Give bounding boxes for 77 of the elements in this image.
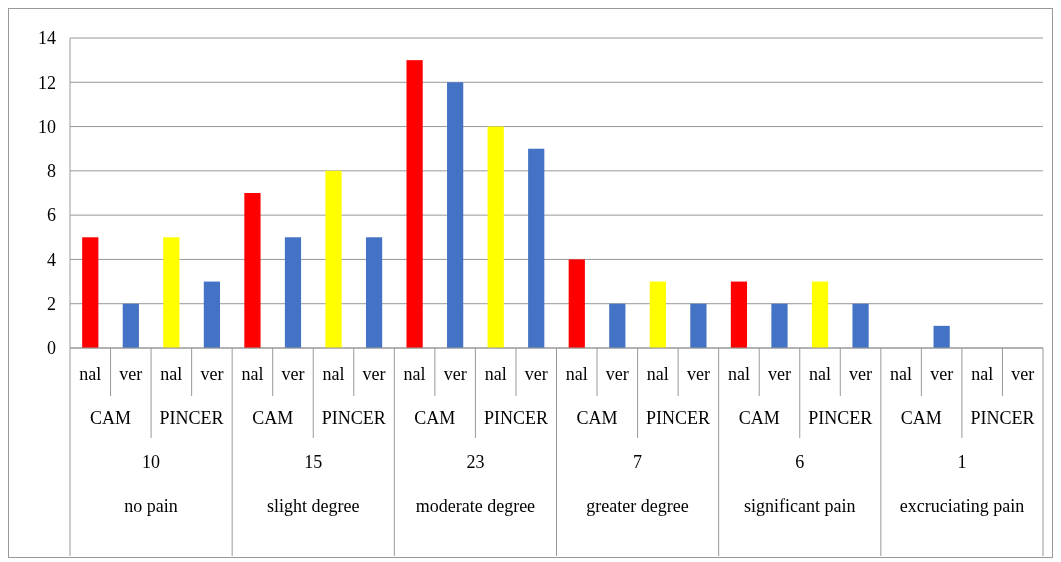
x-tick-label: nal <box>160 364 183 384</box>
text: CAM <box>900 408 942 428</box>
x-tick-label: ver <box>200 364 224 384</box>
text: excruciating pain <box>899 496 1025 516</box>
bar <box>811 281 829 348</box>
text: CAM <box>576 408 618 428</box>
bar <box>325 170 342 348</box>
y-tick-label: 4 <box>47 249 56 270</box>
x-tick-label: ver <box>605 364 629 384</box>
y-tick-label: 8 <box>47 161 56 182</box>
text: CAM <box>90 408 132 428</box>
text: moderate degree <box>415 496 536 516</box>
bar <box>447 82 464 348</box>
y-tick-label: 6 <box>47 205 56 226</box>
y-tick-label: 10 <box>38 116 56 137</box>
text: PINCER <box>321 408 386 428</box>
text: 7 <box>633 452 643 472</box>
text: PINCER <box>159 408 224 428</box>
x-tick-label: ver <box>1011 364 1035 384</box>
x-tick-label: ver <box>362 364 386 384</box>
text: PINCER <box>970 408 1035 428</box>
y-tick-label: 0 <box>47 338 56 359</box>
text: 15 <box>304 452 323 472</box>
text: no pain <box>124 496 178 516</box>
bar <box>690 303 707 348</box>
text: PINCER <box>646 408 711 428</box>
bar <box>406 60 423 348</box>
x-tick-label: ver <box>767 364 791 384</box>
x-tick-label: nal <box>809 364 832 384</box>
x-tick-label: ver <box>119 364 143 384</box>
text: greater degree <box>586 496 689 516</box>
x-tick-label: nal <box>646 364 669 384</box>
x-tick-label: nal <box>971 364 994 384</box>
text: CAM <box>414 408 456 428</box>
x-tick-label: nal <box>403 364 426 384</box>
text: significant pain <box>744 496 856 516</box>
bar <box>244 193 261 348</box>
y-tick-label: 14 <box>38 28 56 49</box>
bar <box>163 237 180 348</box>
x-tick-label: nal <box>890 364 913 384</box>
bar <box>771 303 788 348</box>
bar <box>487 126 504 348</box>
y-tick-label: 2 <box>47 294 56 315</box>
text: slight degree <box>267 496 360 516</box>
x-tick-label: nal <box>484 364 507 384</box>
x-tick-label: nal <box>241 364 264 384</box>
x-tick-label: ver <box>686 364 710 384</box>
x-tick-label: ver <box>281 364 305 384</box>
bar <box>82 237 99 348</box>
bar <box>365 237 383 348</box>
text: 1 <box>957 452 967 472</box>
bar <box>933 325 950 348</box>
x-tick-label: nal <box>79 364 102 384</box>
bar <box>609 303 626 348</box>
text: 10 <box>142 452 161 472</box>
x-tick-label: ver <box>849 364 873 384</box>
text: CAM <box>252 408 294 428</box>
x-tick-label: nal <box>565 364 588 384</box>
bar <box>122 303 139 348</box>
bar <box>284 237 302 348</box>
text: PINCER <box>808 408 873 428</box>
x-tick-label: nal <box>322 364 345 384</box>
text: 6 <box>795 452 805 472</box>
y-tick-label: 12 <box>38 72 56 93</box>
bar <box>730 281 748 348</box>
text: 23 <box>466 452 485 472</box>
text: CAM <box>738 408 780 428</box>
x-tick-label: ver <box>524 364 548 384</box>
bar <box>568 259 585 348</box>
bar <box>649 281 666 348</box>
x-tick-label: nal <box>727 364 750 384</box>
bar <box>528 148 545 348</box>
bar <box>852 303 869 348</box>
x-tick-label: ver <box>443 364 467 384</box>
text: PINCER <box>483 408 548 428</box>
x-tick-label: ver <box>930 364 954 384</box>
bar <box>203 281 220 348</box>
